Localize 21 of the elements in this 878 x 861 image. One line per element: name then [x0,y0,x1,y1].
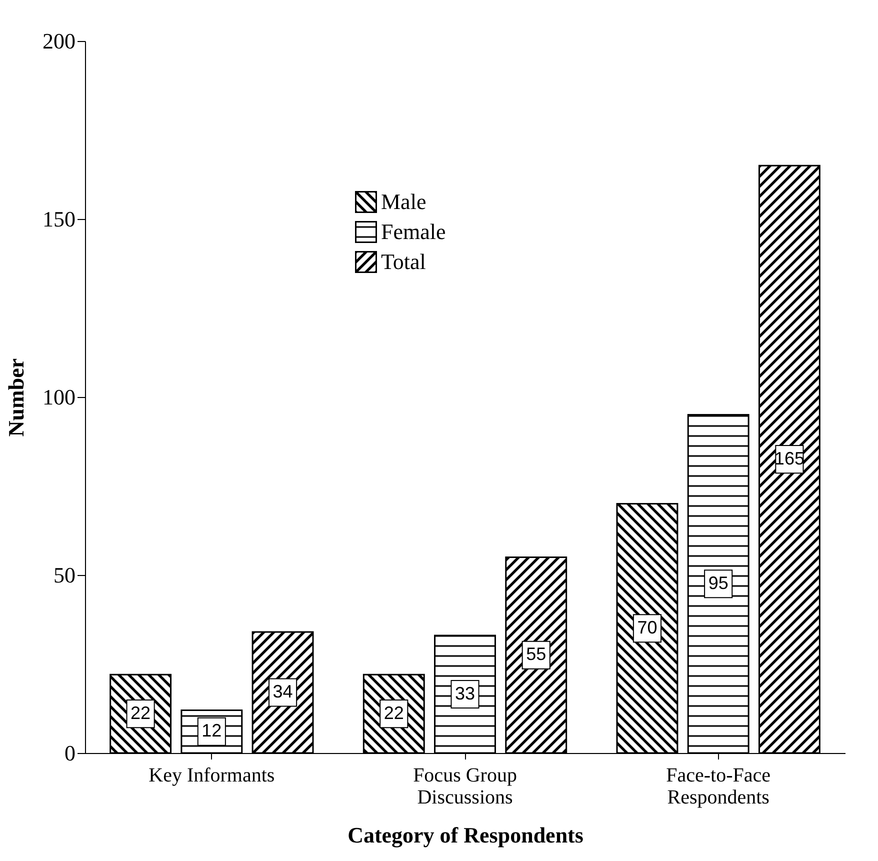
data-label: 95 [708,572,728,593]
x-tick-label: Face-to-Face Respondents [666,764,771,808]
y-tick-label: 50 [54,562,76,588]
y-tick-label: 0 [64,740,76,766]
x-tick-label: Focus Group Discussions [413,764,517,808]
y-tick-label: 200 [42,28,76,54]
data-label: 22 [384,702,404,723]
legend-label: Female [381,219,446,244]
data-label: 55 [526,644,546,664]
x-axis-title: Category of Respondents [348,822,584,848]
legend-label: Male [381,189,426,214]
y-tick-label: 100 [42,384,76,410]
data-label: 70 [637,617,658,638]
data-label: 12 [202,720,222,741]
data-label: 34 [272,681,293,702]
y-axis-title: Number [4,358,28,437]
data-label: 33 [454,683,476,704]
legend-label: Total [381,249,426,274]
y-tick-label: 150 [42,206,76,232]
data-label: 22 [130,702,151,723]
x-tick-label: Key Informants [148,764,275,786]
